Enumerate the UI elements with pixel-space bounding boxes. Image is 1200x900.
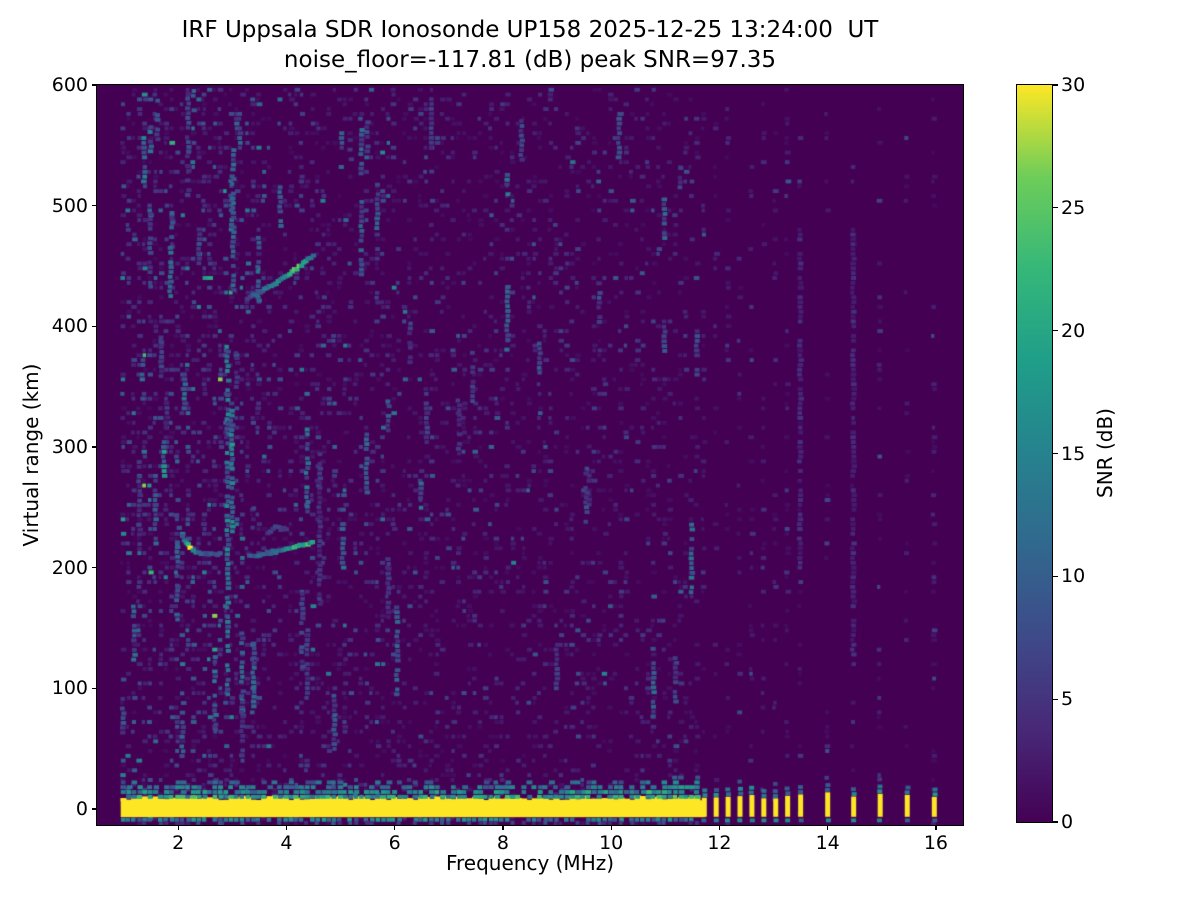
x-tick-label: 14 [815, 832, 840, 854]
y-tick-label: 500 [51, 194, 88, 217]
y-tick-label: 100 [51, 677, 88, 700]
colorbar-tick-mark [1053, 698, 1058, 700]
x-tick-mark [827, 825, 829, 830]
x-tick-mark [285, 825, 288, 830]
colorbar-tick-label: 0 [1061, 811, 1074, 833]
y-tick-mark [92, 808, 97, 810]
plot-area [96, 84, 964, 826]
colorbar-tick-label: 30 [1061, 74, 1086, 96]
colorbar-tick-label: 25 [1061, 196, 1086, 219]
x-tick-mark [502, 825, 504, 830]
x-tick-label: 12 [707, 832, 732, 854]
colorbar-tick-mark [1053, 821, 1058, 823]
colorbar-tick-mark [1053, 207, 1058, 209]
colorbar-tick-label: 5 [1061, 688, 1074, 711]
y-tick-label: 300 [51, 435, 88, 458]
colorbar-label: SNR (dB) [1093, 408, 1117, 498]
colorbar [1016, 84, 1053, 823]
y-tick-label: 400 [51, 315, 88, 338]
x-tick-label: 4 [280, 832, 293, 854]
y-tick-label: 200 [51, 556, 88, 579]
colorbar-tick-label: 10 [1061, 565, 1086, 588]
y-tick-label: 600 [51, 74, 88, 96]
plot-title: IRF Uppsala SDR Ionosonde UP158 2025-12-… [181, 17, 879, 43]
colorbar-tick-mark [1053, 84, 1058, 86]
x-tick-mark [610, 825, 612, 830]
x-tick-label: 6 [388, 832, 401, 854]
colorbar-tick-label: 20 [1061, 319, 1086, 342]
x-tick-label: 16 [923, 832, 949, 854]
x-tick-mark [935, 825, 937, 830]
x-tick-mark [394, 825, 396, 830]
colorbar-tick-label: 15 [1061, 442, 1086, 465]
x-tick-label: 2 [172, 832, 185, 854]
y-tick-mark [92, 84, 97, 86]
y-tick-mark [92, 205, 97, 207]
y-tick-mark [92, 446, 97, 448]
plot-subtitle: noise_floor=-117.81 (dB) peak SNR=97.35 [283, 47, 777, 73]
ionogram-heatmap-canvas [97, 85, 963, 825]
x-tick-label: 10 [599, 832, 624, 854]
x-axis-label: Frequency (MHz) [445, 851, 615, 875]
colorbar-tick-mark [1053, 452, 1058, 455]
x-tick-label: 8 [496, 832, 509, 854]
x-tick-mark [177, 825, 179, 830]
y-tick-mark [92, 687, 97, 689]
x-tick-mark [718, 825, 721, 830]
y-tick-mark [92, 567, 97, 569]
colorbar-gradient [1017, 85, 1052, 822]
colorbar-tick-mark [1053, 575, 1058, 577]
y-tick-mark [92, 325, 97, 327]
y-tick-label: 0 [75, 797, 88, 820]
colorbar-tick-mark [1053, 330, 1058, 332]
